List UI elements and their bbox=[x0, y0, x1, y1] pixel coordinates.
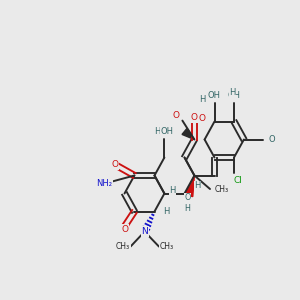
Text: CH₃: CH₃ bbox=[159, 242, 174, 251]
Text: O: O bbox=[121, 225, 128, 234]
Text: H: H bbox=[164, 207, 170, 216]
Text: OH: OH bbox=[161, 128, 174, 136]
Text: Cl: Cl bbox=[233, 176, 242, 185]
Text: OH: OH bbox=[208, 92, 221, 100]
Text: NH₂: NH₂ bbox=[96, 179, 112, 188]
Text: CH₃: CH₃ bbox=[214, 184, 229, 194]
Text: CH₃: CH₃ bbox=[116, 242, 130, 251]
Text: N: N bbox=[141, 227, 148, 236]
Text: H: H bbox=[229, 88, 236, 98]
Text: H: H bbox=[154, 128, 160, 136]
Text: O: O bbox=[198, 114, 206, 123]
Text: H: H bbox=[169, 186, 176, 195]
Text: O: O bbox=[191, 113, 198, 122]
Text: H: H bbox=[194, 182, 201, 190]
Text: O: O bbox=[268, 135, 275, 144]
Polygon shape bbox=[182, 128, 194, 140]
Text: OH: OH bbox=[227, 92, 241, 100]
Text: H: H bbox=[199, 94, 206, 103]
Text: O: O bbox=[111, 160, 118, 169]
Polygon shape bbox=[185, 176, 194, 197]
Text: O
H: O H bbox=[184, 194, 191, 213]
Text: O: O bbox=[173, 111, 180, 120]
